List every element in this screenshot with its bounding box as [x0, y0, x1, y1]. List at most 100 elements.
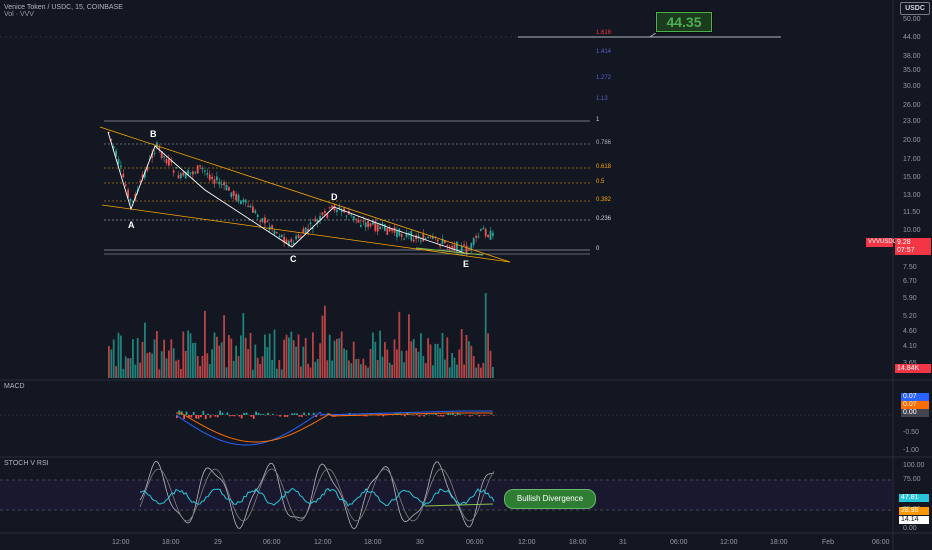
volume-bar: [199, 365, 201, 378]
macd-histogram-bar: [476, 414, 478, 415]
price-tick: 11.50: [903, 209, 920, 216]
candle-body: [386, 227, 389, 235]
candle-body: [369, 223, 372, 227]
volume-bar: [177, 359, 180, 378]
volume-bar: [134, 364, 137, 378]
elliott-wave-path[interactable]: [107, 131, 469, 255]
candle-body: [288, 240, 290, 247]
volume-bar: [232, 360, 235, 378]
volume-bar: [278, 360, 281, 378]
candle-body: [297, 235, 300, 238]
candle-body: [309, 222, 312, 225]
volume-bar: [204, 310, 206, 378]
stoch-value-tag: 28.95: [899, 507, 929, 515]
volume-bar: [480, 367, 482, 378]
time-tick: 06:00: [872, 539, 890, 546]
candle-body: [127, 189, 129, 198]
currency-badge[interactable]: USDC: [900, 2, 930, 15]
candle-body: [266, 220, 269, 222]
time-tick: 12:00: [314, 539, 332, 546]
stoch-title[interactable]: STOCH V RSI: [4, 460, 49, 467]
volume-bar: [482, 362, 485, 378]
candle-body: [223, 182, 225, 186]
macd-histogram-bar: [204, 415, 207, 420]
macd-histogram-bar: [327, 413, 329, 415]
symbol-tag: VVVUSDC: [866, 238, 898, 247]
candle-body: [465, 245, 468, 253]
candle-body: [326, 213, 329, 218]
macd-histogram-bar: [216, 415, 219, 418]
volume-bar: [264, 334, 266, 378]
candle-body: [242, 199, 245, 202]
candle-body: [364, 222, 367, 228]
candle-body: [276, 232, 278, 234]
candle-body: [146, 166, 149, 171]
macd-histogram-bar: [449, 413, 452, 415]
volume-bar: [326, 360, 329, 378]
macd-title[interactable]: MACD: [4, 383, 25, 390]
volume-bar: [201, 355, 204, 378]
macd-histogram-bar: [471, 415, 473, 416]
candle-body: [302, 228, 305, 234]
macd-histogram-bar: [272, 413, 274, 415]
candle-body: [252, 206, 254, 213]
candle-body: [439, 245, 441, 247]
candle-body: [304, 227, 307, 233]
macd-histogram-bar: [267, 412, 269, 415]
macd-histogram-bar: [226, 412, 229, 415]
candle-body: [367, 220, 369, 228]
volume-bar: [280, 369, 283, 378]
volume-bar: [319, 343, 321, 378]
candle-body: [432, 236, 434, 239]
volume-tag: 14.84K: [895, 364, 931, 373]
candle-body: [141, 174, 144, 179]
macd-histogram-bar: [423, 415, 425, 417]
volume-bar: [434, 343, 437, 378]
candle-body: [307, 228, 309, 232]
bullish-divergence-label[interactable]: Bullish Divergence: [504, 489, 596, 509]
volume-legend[interactable]: Vol · VVV: [4, 11, 34, 18]
candle-body: [285, 239, 288, 244]
candle-body: [213, 179, 216, 184]
candle-body: [180, 173, 182, 178]
volume-bar: [271, 359, 273, 378]
candle-body: [417, 235, 420, 239]
volume-bar: [355, 359, 357, 378]
candle-body: [129, 198, 132, 202]
macd-histogram-bar: [468, 415, 471, 417]
volume-bar: [360, 364, 362, 378]
volume-bar: [312, 332, 314, 378]
macd-histogram-bar: [228, 415, 231, 417]
volume-bar: [458, 349, 461, 378]
volume-bar: [453, 357, 456, 378]
price-tick: 23.00: [903, 118, 921, 125]
volume-bar: [386, 349, 389, 378]
volume-bar: [369, 348, 372, 378]
macd-histogram-bar: [202, 410, 205, 415]
volume-bar: [156, 331, 158, 378]
volume-bar: [410, 341, 413, 378]
macd-histogram-bar: [197, 415, 200, 419]
volume-bar: [268, 333, 271, 378]
candle-body: [400, 234, 403, 237]
fib-label-0: 0: [596, 246, 600, 252]
target-price-box[interactable]: 44.35: [655, 11, 713, 33]
price-tick: 5.90: [903, 295, 917, 302]
volume-bar: [381, 356, 384, 378]
candle-body: [110, 139, 113, 141]
macd-histogram-bar: [286, 415, 289, 417]
symbol-title[interactable]: Venice Token / USDC, 15, COINBASE: [4, 4, 123, 11]
volume-bar: [468, 341, 470, 378]
candle-body: [355, 218, 357, 220]
price-divergence-line[interactable]: [415, 247, 484, 256]
candle-body: [254, 210, 257, 214]
macd-histogram-bar: [456, 412, 459, 415]
volume-bar: [415, 348, 417, 378]
candle-body: [477, 236, 480, 238]
macd-histogram-bar: [380, 413, 382, 415]
volume-bar: [364, 365, 367, 378]
candle-body: [295, 236, 297, 240]
volume-bar: [182, 331, 185, 378]
upper-trendline[interactable]: [99, 126, 511, 263]
